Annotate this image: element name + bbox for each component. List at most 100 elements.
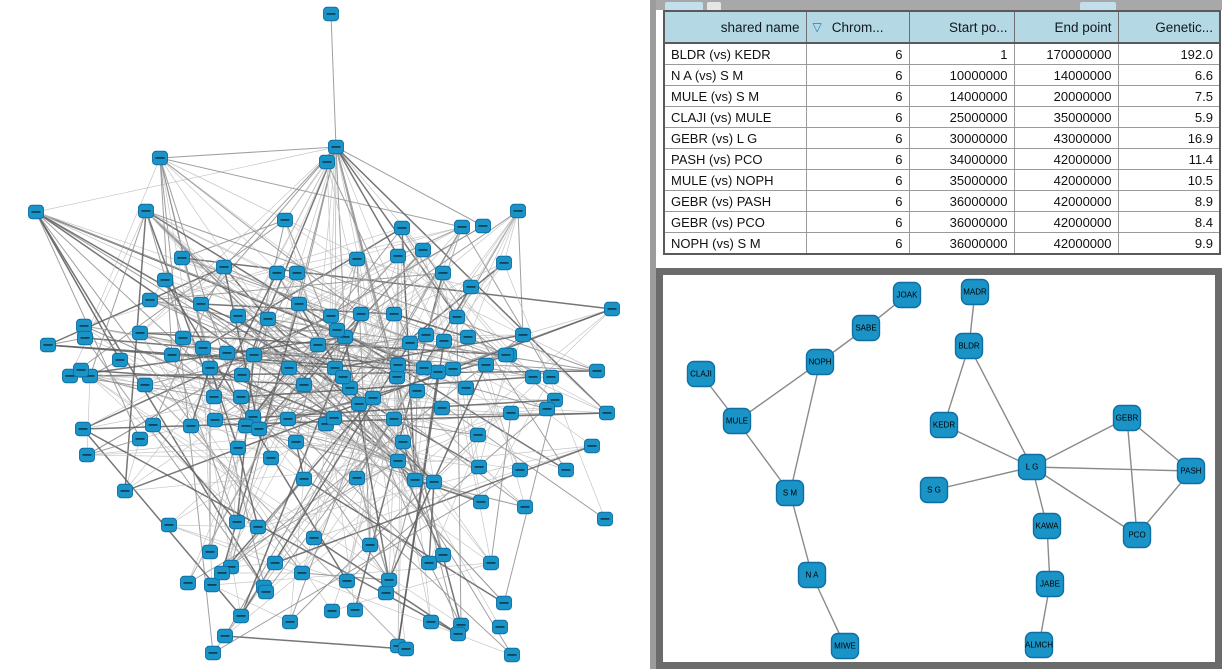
network-node[interactable]: [28, 204, 44, 220]
network-node[interactable]: [435, 547, 451, 563]
table-row[interactable]: PASH (vs) PCO 6 34000000 42000000 11.4: [663, 148, 1221, 170]
network-node[interactable]: [430, 364, 446, 380]
network-node[interactable]: [558, 462, 574, 478]
subnetwork-canvas[interactable]: JOAK MADR SABE BLDR NOPH CLAJI KEDR GEBR MULE L G…: [663, 275, 1215, 662]
network-node[interactable]: [267, 555, 283, 571]
node-jabe[interactable]: JABE: [1035, 570, 1065, 598]
network-node[interactable]: [473, 494, 489, 510]
network-node[interactable]: [510, 203, 526, 219]
subnetwork-edge[interactable]: [1031, 466, 1192, 472]
network-node[interactable]: [525, 369, 541, 385]
network-node[interactable]: [449, 309, 465, 325]
network-node[interactable]: [152, 150, 168, 166]
network-node[interactable]: [543, 369, 559, 385]
node-n-a[interactable]: N A: [797, 561, 827, 589]
network-node[interactable]: [463, 279, 479, 295]
network-node[interactable]: [214, 565, 230, 581]
subnetwork-edge[interactable]: [1126, 417, 1138, 536]
network-node[interactable]: [478, 357, 494, 373]
node-claji[interactable]: CLAJI: [686, 360, 716, 388]
network-node[interactable]: [193, 296, 209, 312]
network-node[interactable]: [390, 357, 406, 373]
network-node[interactable]: [492, 619, 508, 635]
network-node[interactable]: [229, 514, 245, 530]
column-header-genetic[interactable]: Genetic...: [1117, 10, 1221, 44]
network-node[interactable]: [289, 265, 305, 281]
subnetwork-edge[interactable]: [943, 424, 1033, 468]
network-node[interactable]: [233, 608, 249, 624]
network-node[interactable]: [216, 259, 232, 275]
network-node[interactable]: [445, 361, 461, 377]
network-node[interactable]: [504, 647, 520, 663]
network-node[interactable]: [277, 212, 293, 228]
network-node[interactable]: [76, 318, 92, 334]
network-node[interactable]: [246, 347, 262, 363]
scrollbar-segment[interactable]: [707, 2, 721, 10]
network-node[interactable]: [349, 470, 365, 486]
node-bldr[interactable]: BLDR: [954, 332, 984, 360]
column-header-start-position[interactable]: Start po...: [908, 10, 1015, 44]
network-node[interactable]: [470, 427, 486, 443]
network-node[interactable]: [183, 418, 199, 434]
network-node[interactable]: [390, 248, 406, 264]
network-node[interactable]: [398, 641, 414, 657]
network-node[interactable]: [204, 577, 220, 593]
network-node[interactable]: [389, 369, 405, 385]
network-node[interactable]: [517, 499, 533, 515]
network-node[interactable]: [421, 555, 437, 571]
network-node[interactable]: [450, 626, 466, 642]
network-node[interactable]: [195, 340, 211, 356]
network-node[interactable]: [175, 330, 191, 346]
network-node[interactable]: [260, 311, 276, 327]
network-node[interactable]: [402, 335, 418, 351]
network-node[interactable]: [604, 301, 620, 317]
network-node[interactable]: [434, 400, 450, 416]
network-node[interactable]: [296, 471, 312, 487]
network-node[interactable]: [206, 389, 222, 405]
network-node[interactable]: [597, 511, 613, 527]
network-node[interactable]: [132, 431, 148, 447]
node-s-m[interactable]: S M: [775, 479, 805, 507]
table-row[interactable]: MULE (vs) NOPH 6 35000000 42000000 10.5: [663, 169, 1221, 191]
network-node[interactable]: [415, 242, 431, 258]
column-header-end-point[interactable]: End point: [1013, 10, 1119, 44]
network-node[interactable]: [347, 602, 363, 618]
network-node[interactable]: [280, 411, 296, 427]
network-node[interactable]: [77, 330, 93, 346]
network-node[interactable]: [250, 519, 266, 535]
table-row[interactable]: MULE (vs) S M 6 14000000 20000000 7.5: [663, 85, 1221, 107]
network-node[interactable]: [584, 438, 600, 454]
network-node[interactable]: [164, 347, 180, 363]
network-node[interactable]: [258, 584, 274, 600]
network-node[interactable]: [40, 337, 56, 353]
subnetwork-edge[interactable]: [933, 466, 1033, 491]
network-node[interactable]: [395, 434, 411, 450]
network-node[interactable]: [423, 614, 439, 630]
network-node[interactable]: [386, 411, 402, 427]
main-network-canvas[interactable]: [0, 0, 650, 669]
network-node[interactable]: [323, 308, 339, 324]
subnetwork-edge[interactable]: [736, 361, 821, 422]
column-header-chromosome[interactable]: ▽ Chrom...: [805, 10, 910, 44]
network-node[interactable]: [349, 251, 365, 267]
network-node[interactable]: [282, 614, 298, 630]
node-l-g[interactable]: L G: [1017, 453, 1047, 481]
network-node[interactable]: [436, 333, 452, 349]
network-node[interactable]: [407, 472, 423, 488]
column-header-shared-name[interactable]: shared name: [663, 10, 807, 44]
network-node[interactable]: [234, 367, 250, 383]
network-node[interactable]: [202, 544, 218, 560]
node-noph[interactable]: NOPH: [805, 348, 835, 376]
network-node[interactable]: [319, 154, 335, 170]
subnetwork-edge[interactable]: [1031, 417, 1128, 468]
network-node[interactable]: [75, 421, 91, 437]
network-node[interactable]: [539, 401, 555, 417]
network-node[interactable]: [503, 405, 519, 421]
table-row[interactable]: GEBR (vs) PASH 6 36000000 42000000 8.9: [663, 190, 1221, 212]
network-node[interactable]: [599, 405, 615, 421]
node-madr[interactable]: MADR: [960, 278, 990, 306]
network-node[interactable]: [483, 555, 499, 571]
node-sabe[interactable]: SABE: [851, 314, 881, 342]
network-node[interactable]: [339, 573, 355, 589]
node-s-g[interactable]: S G: [919, 476, 949, 504]
